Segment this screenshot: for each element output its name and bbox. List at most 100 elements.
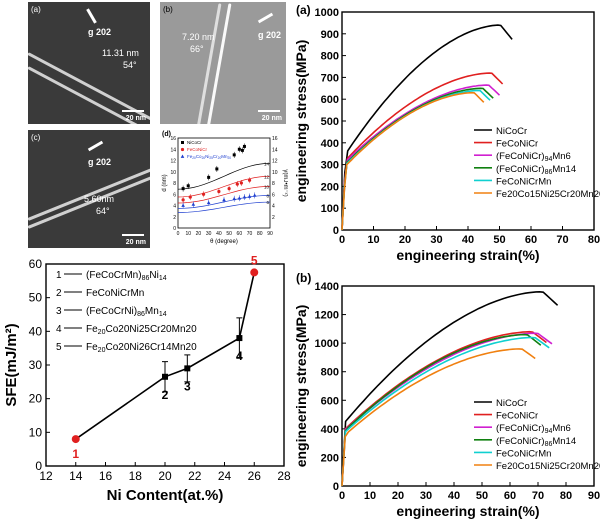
y-tick-label: 600 [321, 94, 339, 106]
x-tick-label: 90 [267, 231, 273, 237]
data-point [215, 167, 219, 171]
x-axis-label: θ (degree) [210, 239, 238, 245]
y-axis-label: SFE(mJ/m²) [3, 323, 20, 406]
data-point [184, 365, 191, 372]
legend-label: FeCoNiCr [496, 411, 538, 422]
y-axis-label: d (nm) [162, 174, 168, 191]
y-tick-label: 400 [321, 138, 339, 150]
data-point [240, 148, 244, 152]
data-point [227, 187, 231, 191]
data-point [237, 147, 241, 151]
fault-angle-label: 66° [190, 44, 204, 54]
y-tick-label: 1400 [315, 281, 339, 293]
fit-curve [177, 162, 271, 190]
legend-marker [181, 141, 184, 144]
y-tick-label: 20 [29, 392, 43, 406]
legend-number: 3 [56, 306, 62, 317]
x-tick-label: 26 [248, 469, 262, 483]
x-tick-label: 50 [226, 231, 232, 237]
x-tick-label: 20 [158, 469, 172, 483]
y2-tick-label: 2 [272, 215, 275, 221]
g-vector-label: g 202 [88, 27, 112, 37]
y-tick-label: 800 [321, 367, 339, 379]
y2-tick-label: 16 [272, 136, 278, 142]
micrograph-a: (a) g 202 11.31 nm 54° 20 nm [28, 2, 150, 124]
x-tick-label: 24 [218, 469, 232, 483]
legend-label: FeCoNiCrMn [496, 448, 551, 459]
x-tick-label: 30 [206, 231, 212, 237]
chart-d-spacing-vs-angle: 0 10 20 30 40 50 60 70 80 90024681012141624681012… [162, 131, 288, 245]
y-tick-label: 50 [29, 291, 43, 305]
panel-label: (b) [296, 271, 311, 285]
plot-frame [177, 137, 271, 229]
y-tick-label: 1000 [315, 338, 339, 350]
legend-label: NiCoCr [496, 398, 527, 409]
y-tick-label: 40 [29, 324, 43, 338]
micrograph-panel-label: (c) [31, 133, 41, 142]
scale-bar-label: 20 nm [261, 115, 282, 122]
x-tick-label: 80 [560, 490, 572, 502]
y-tick-label: 400 [321, 424, 339, 436]
data-point [239, 181, 243, 185]
panel-label: (d) [162, 131, 171, 138]
point-label: 1 [72, 447, 79, 461]
micrograph-b: (b) g 202 7.20 nm 66° 20 nm [160, 2, 286, 124]
x-tick-label: 30 [430, 234, 442, 246]
chart-stress-strain-b: 0 10 20 30 40 50 60 70 80 90 0 200 400 600 800 1000 1200… [293, 271, 600, 519]
x-tick-label: 40 [448, 490, 460, 502]
x-tick-label: 10 [367, 234, 379, 246]
micrograph-c: (c) g 202 5.60nm 64° 20 nm [28, 130, 150, 248]
legend-label: (FeCoCrMn)86Ni14 [86, 270, 167, 282]
y2-axis-label: γ(mJ•m⁻²) [282, 169, 288, 196]
series-line-feconicrmn [341, 336, 550, 487]
x-tick-label: 40 [462, 234, 474, 246]
legend-number: 1 [56, 270, 62, 281]
y-tick-label: 16 [170, 136, 176, 142]
x-tick-label: 40 [216, 231, 222, 237]
legend-marker [180, 147, 185, 152]
x-axis-label: Ni Content(at.%) [107, 487, 224, 504]
g-vector-label: g 202 [258, 30, 282, 40]
legend-label: FeCoNiCrMn [496, 176, 551, 187]
x-tick-label: 80 [257, 231, 263, 237]
series-line--feconicr-94mn6 [341, 84, 501, 231]
x-axis-label: engineering strain(%) [396, 247, 539, 263]
data-point [232, 196, 237, 201]
legend-label: Fe20Co15Ni25Cr20Mn20 [496, 189, 600, 200]
series-line-fe20co15ni25cr20mn20 [341, 91, 485, 231]
scale-bar [122, 110, 144, 112]
data-point [181, 203, 185, 207]
fit-curve-label: 14 [264, 161, 270, 166]
y2-tick-label: 12 [272, 159, 278, 165]
fit-curve-label: 8 [266, 193, 269, 198]
legend-label: Fe20Co20Ni25Cr20Mn20 [187, 154, 231, 160]
y-axis-label: engineering stress(MPa) [293, 40, 309, 203]
y-tick-label: 200 [321, 181, 339, 193]
legend-number: 2 [56, 288, 62, 299]
y-tick-label: 30 [29, 358, 43, 372]
x-axis-label: engineering strain(%) [396, 503, 539, 519]
point-label: 4 [236, 349, 243, 363]
x-tick-label: 50 [493, 234, 505, 246]
y-tick-label: 1200 [315, 310, 339, 322]
data-point [235, 182, 239, 186]
y-tick-label: 2 [173, 215, 176, 221]
x-tick-label: 80 [588, 234, 600, 246]
x-tick-label: 14 [69, 469, 83, 483]
data-point [206, 200, 211, 205]
scale-bar [122, 234, 144, 236]
y-tick-label: 1000 [315, 7, 339, 19]
y-tick-label: 300 [321, 160, 339, 172]
x-tick-label: 30 [420, 490, 432, 502]
point-label: 3 [184, 379, 191, 393]
y2-tick-label: 10 [272, 170, 278, 176]
point-label: 2 [162, 388, 169, 402]
legend-label: NiCoCr [496, 126, 527, 137]
legend-label: (FeCoNiCr)86Mn14 [496, 164, 576, 176]
y2-tick-label: 14 [272, 147, 278, 153]
y-tick-label: 10 [29, 425, 43, 439]
y-tick-label: 8 [173, 181, 176, 187]
plot-frame [341, 285, 595, 487]
legend-label: FeCoNiCr [187, 147, 208, 152]
fit-curve-label: 6 [266, 200, 269, 205]
